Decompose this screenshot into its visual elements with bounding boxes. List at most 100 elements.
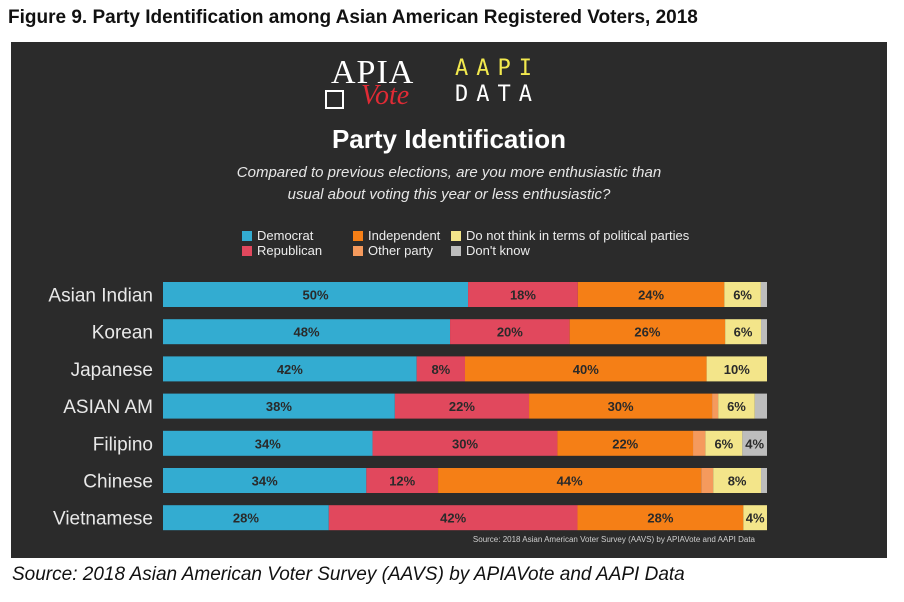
legend-swatch — [242, 246, 252, 256]
category-label: Filipino — [93, 434, 153, 455]
bar-segment — [529, 393, 713, 419]
vote-logo-text: Vote — [361, 80, 410, 111]
data-label: 4% — [746, 511, 765, 526]
bar-segment — [450, 319, 570, 345]
bar-segment — [366, 468, 439, 493]
data-label: 20% — [497, 325, 523, 340]
aapi-logo-text: AAPI — [455, 56, 540, 81]
data-label: 8% — [431, 362, 450, 377]
bar-segment — [761, 468, 767, 493]
bar-segment — [577, 505, 744, 531]
bar-segment — [712, 393, 719, 419]
data-label: 18% — [510, 288, 536, 303]
legend-item-don-t-know: Don't know — [451, 243, 530, 258]
bar-segment — [163, 468, 367, 493]
data-label: 48% — [294, 325, 320, 340]
data-label: 12% — [389, 474, 415, 489]
bar-segment — [557, 430, 694, 456]
bar-segment — [465, 356, 707, 382]
bar-segment — [713, 468, 762, 493]
legend-label: Democrat — [257, 228, 314, 243]
bar-segment — [163, 356, 417, 382]
data-label: 28% — [647, 511, 673, 526]
data-label: 50% — [303, 288, 329, 303]
legend-swatch — [353, 231, 363, 241]
legend-swatch — [353, 246, 363, 256]
legend-item-democrat: Democrat — [242, 228, 313, 243]
data-label: 6% — [727, 399, 746, 414]
bar-segment — [328, 505, 578, 531]
data-label: 28% — [233, 511, 259, 526]
bar-segment — [577, 282, 725, 307]
data-label: 30% — [608, 399, 634, 414]
data-label: 6% — [733, 288, 752, 303]
legend-swatch — [451, 246, 461, 256]
bar-segment — [724, 282, 761, 307]
data-label: 22% — [449, 399, 475, 414]
category-label: Chinese — [83, 472, 153, 493]
data-label: 22% — [612, 436, 638, 451]
category-label: ASIAN AM — [63, 397, 153, 418]
subtitle-line-1: Compared to previous elections, are you … — [236, 164, 662, 181]
data-label: 38% — [266, 399, 292, 414]
legend-swatch — [451, 231, 461, 241]
bar-segment — [761, 319, 767, 345]
data-label: 42% — [277, 362, 303, 377]
data-label: 6% — [714, 436, 733, 451]
bar-segment — [760, 282, 767, 307]
bar-segment — [468, 282, 578, 307]
legend-item-do-not-think-in-terms-of-political-parties: Do not think in terms of political parti… — [451, 228, 689, 243]
bar-segment — [416, 356, 465, 382]
data-label: 44% — [557, 474, 583, 489]
bar-segment — [705, 430, 743, 456]
chart-source-note: Source: 2018 Asian American Voter Survey… — [472, 535, 755, 544]
bar-segment — [438, 468, 702, 493]
bar-segment — [163, 505, 329, 531]
bar-segment — [394, 393, 530, 419]
bar-segment — [725, 319, 762, 345]
figure-title: Figure 9. Party Identification among Asi… — [8, 7, 698, 28]
data-label: 42% — [440, 511, 466, 526]
chart-subtitle: Compared to previous elections, are you … — [191, 162, 707, 206]
bar-segment — [163, 393, 395, 419]
data-label: 10% — [724, 362, 750, 377]
chart-title: Party Identification — [331, 124, 567, 154]
subtitle-line-2: usual about voting this year or less ent… — [287, 186, 611, 203]
data-label: 8% — [728, 474, 747, 489]
checkbox-icon — [325, 90, 344, 109]
data-label: 40% — [573, 362, 599, 377]
data-label: 26% — [634, 325, 660, 340]
bar-segment — [163, 319, 451, 345]
bar-segment — [742, 430, 767, 456]
aapi-data-logo: AAPI DATA — [455, 56, 540, 108]
category-label: Vietnamese — [53, 509, 153, 530]
category-label: Korean — [92, 323, 153, 344]
legend-label: Don't know — [466, 243, 530, 258]
data-label: 34% — [252, 474, 278, 489]
apiavote-logo: APIA Vote — [323, 54, 435, 112]
bar-segment — [569, 319, 726, 345]
apia-logo-text: APIA — [331, 54, 415, 91]
legend-swatch — [242, 231, 252, 241]
figure-source: Source: 2018 Asian American Voter Survey… — [12, 564, 685, 585]
bar-segment — [693, 430, 706, 456]
data-logo-text: DATA — [455, 82, 540, 107]
legend-label: Other party — [368, 243, 434, 258]
data-label: 6% — [734, 325, 753, 340]
category-label: Asian Indian — [48, 286, 153, 307]
legend-label: Do not think in terms of political parti… — [466, 228, 690, 243]
data-label: 4% — [745, 436, 764, 451]
bar-segment — [743, 505, 767, 531]
data-label: 34% — [255, 436, 281, 451]
legend-label: Independent — [368, 228, 441, 243]
legend-item-independent: Independent — [353, 228, 440, 243]
bar-segment — [718, 393, 755, 419]
bar-segment — [701, 468, 714, 493]
data-label: 30% — [452, 436, 478, 451]
bar-segment — [163, 430, 373, 456]
bar-segment — [372, 430, 558, 456]
bar-segment — [754, 393, 767, 419]
data-label: 24% — [638, 288, 664, 303]
chart-legend: Democrat Independent Do not think in terms… — [242, 228, 762, 260]
